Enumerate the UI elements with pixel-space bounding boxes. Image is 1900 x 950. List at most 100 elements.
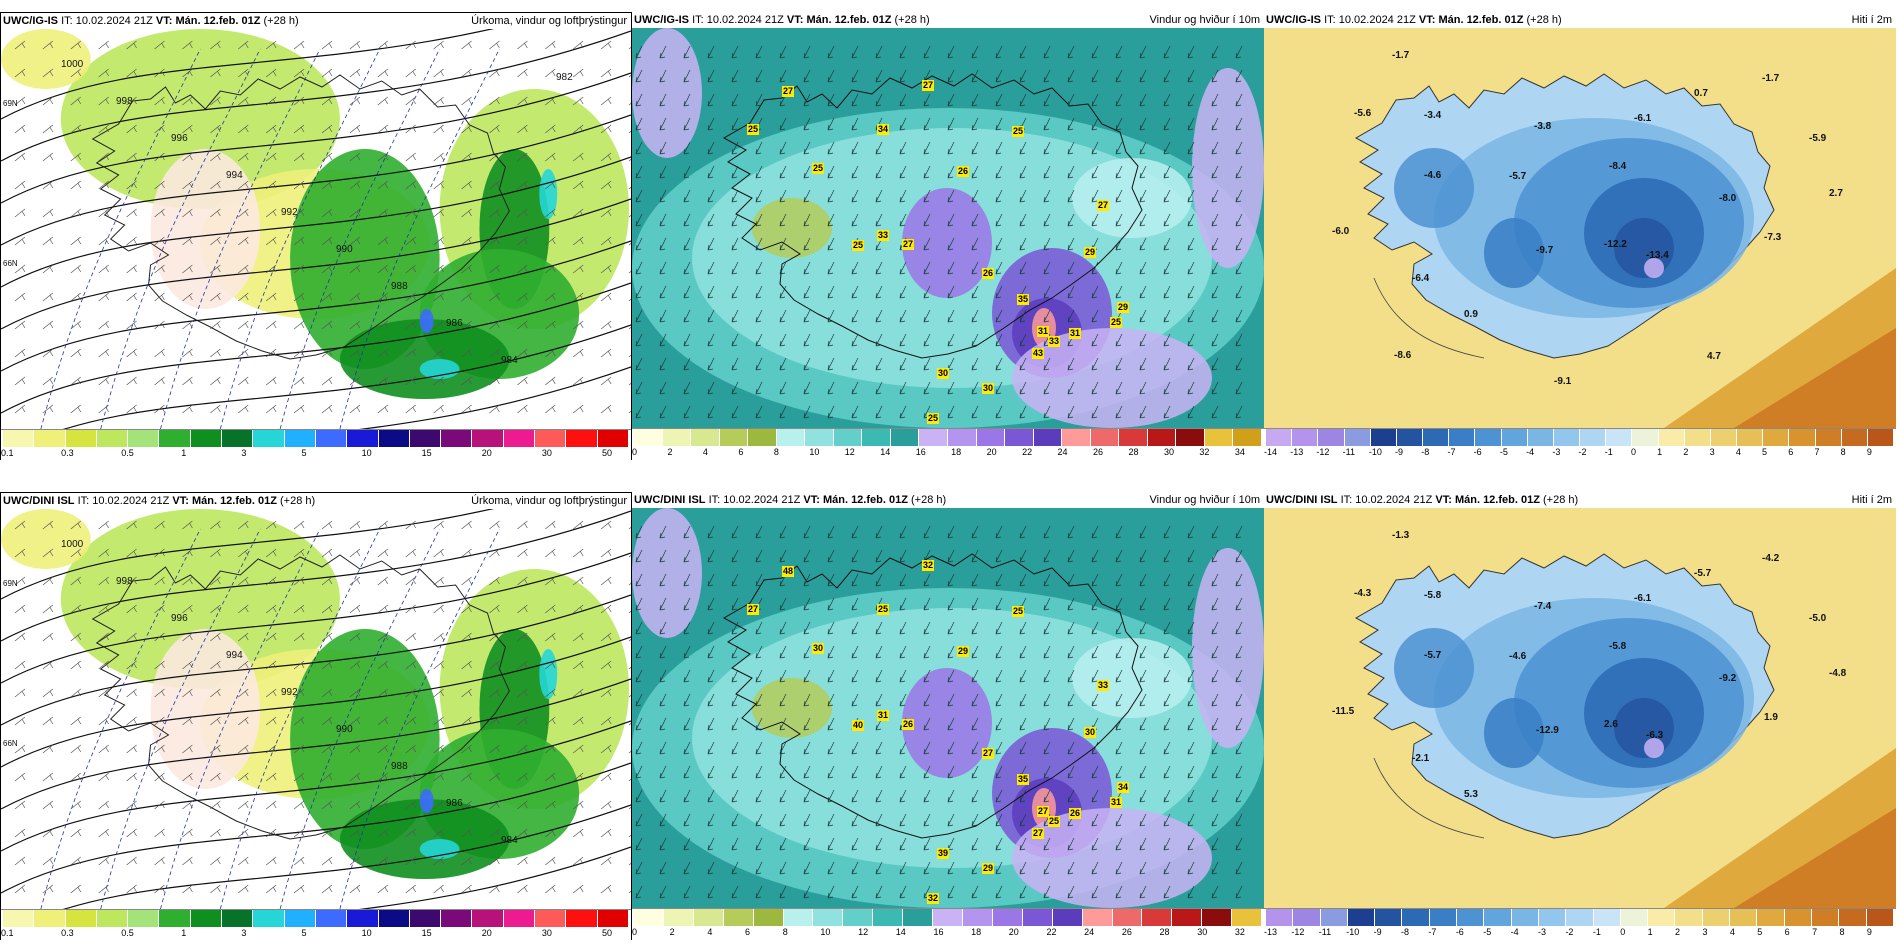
gust-label: 35 bbox=[1017, 774, 1030, 785]
wind-map: 27 25 27 25 34 25 26 26 27 29 27 33 25 35 31 33 43 31 29 25… bbox=[632, 28, 1264, 428]
colorbar-swatch bbox=[1457, 909, 1485, 926]
colorbar-tick-label: 30 bbox=[1197, 927, 1208, 937]
colorbar-tick-label: -7 bbox=[1428, 927, 1437, 937]
temperature-label: -5.8 bbox=[1609, 641, 1627, 652]
colorbar-swatch bbox=[472, 430, 504, 447]
colorbar-swatch bbox=[748, 429, 777, 446]
colorbar-swatch bbox=[1511, 909, 1539, 926]
colorbar-tick-label: 30 bbox=[541, 448, 552, 458]
colorbar-swatch bbox=[378, 910, 410, 927]
temperature-label: -1.3 bbox=[1392, 530, 1410, 541]
colorbar-swatch bbox=[253, 430, 285, 447]
gust-label: 33 bbox=[1097, 680, 1110, 691]
colorbar-swatch bbox=[1675, 909, 1703, 926]
colorbar-swatch bbox=[96, 430, 129, 447]
colorbar-tick-label: -5 bbox=[1499, 447, 1508, 457]
gust-label: 29 bbox=[1117, 302, 1130, 313]
gust-label: 27 bbox=[1037, 806, 1050, 817]
colorbar-swatch bbox=[1082, 909, 1113, 926]
colorbar-swatch bbox=[1757, 909, 1785, 926]
colorbar-swatch bbox=[1347, 909, 1376, 926]
colorbar-swatch bbox=[1553, 429, 1581, 446]
colorbar-swatch bbox=[1632, 429, 1659, 446]
colorbar-tick-label: 32 bbox=[1199, 447, 1210, 457]
gust-label: 27 bbox=[747, 604, 760, 615]
gust-label: 25 bbox=[1012, 606, 1025, 617]
colorbar-tick-label: 5 bbox=[301, 448, 307, 458]
colorbar-tick-label: 5 bbox=[1757, 927, 1763, 937]
colorbar-swatch bbox=[1566, 909, 1594, 926]
gust-label: 33 bbox=[877, 230, 890, 241]
colorbar-tick-label: 6 bbox=[745, 927, 751, 937]
colorbar-swatch bbox=[1606, 429, 1633, 446]
colorbar-tick-label: 12 bbox=[858, 927, 869, 937]
colorbar-swatch bbox=[597, 430, 629, 447]
gust-label: 26 bbox=[902, 719, 915, 730]
gust-label: 25 bbox=[1110, 317, 1123, 328]
colorbar-swatch bbox=[1684, 429, 1711, 446]
gust-label: 27 bbox=[982, 748, 995, 759]
colorbar-tick-label: -8 bbox=[1401, 927, 1410, 937]
colorbar-swatch bbox=[3, 430, 35, 447]
colorbar-swatch bbox=[284, 910, 316, 927]
colorbar-tick-label: -14 bbox=[1264, 447, 1278, 457]
temperature-label: -4.2 bbox=[1762, 553, 1780, 564]
colorbar-tick-label: 9 bbox=[1866, 447, 1872, 457]
colorbar-swatch bbox=[222, 430, 254, 447]
colorbar-tick-label: 10 bbox=[820, 927, 831, 937]
colorbar-tick-label: 9 bbox=[1866, 927, 1872, 937]
gust-label: 27 bbox=[1032, 828, 1045, 839]
colorbar-swatch bbox=[128, 910, 160, 927]
precip-map: 1000 998 996 994 992 990 988 986 984 69N 66N bbox=[1, 509, 631, 909]
colorbar-tick-label: -2 bbox=[1578, 447, 1587, 457]
isobar-label: 998 bbox=[116, 96, 133, 107]
colorbar-tick-label: 18 bbox=[951, 447, 962, 457]
gust-label: 31 bbox=[1037, 326, 1050, 337]
colorbar-tick-label: 50 bbox=[601, 448, 612, 458]
colorbar-tick-label: -13 bbox=[1290, 447, 1304, 457]
colorbar-swatch bbox=[1119, 429, 1148, 446]
temperature-label: -7.4 bbox=[1534, 601, 1552, 612]
precip-map: 1000 998 996 994 992 990 988 986 984 982 69N 66N bbox=[1, 29, 631, 429]
colorbar-swatch bbox=[535, 910, 567, 927]
field-title: Hiti í 2m bbox=[1851, 494, 1892, 506]
colorbar-swatch bbox=[409, 910, 442, 927]
gust-label: 29 bbox=[957, 646, 970, 657]
colorbar-tick-label: 0.1 bbox=[1, 928, 14, 938]
panel-header: UWC/DINI ISL IT: 10.02.2024 21Z VT: Mán.… bbox=[1264, 492, 1896, 508]
panel-header: UWC/IG-IS IT: 10.02.2024 21Z VT: Mán. 12… bbox=[1, 13, 631, 29]
colorbar-tick-label: 26 bbox=[1093, 447, 1104, 457]
gust-label: 26 bbox=[1069, 808, 1082, 819]
colorbar-tick-label: -11 bbox=[1342, 447, 1355, 457]
gust-label: 31 bbox=[877, 710, 890, 721]
colorbar-swatch bbox=[441, 910, 473, 927]
temperature-label: 1.9 bbox=[1764, 712, 1778, 723]
gust-label: 30 bbox=[1084, 727, 1097, 738]
colorbar: 0.1 0.3 0.5 1 3 5 10 15 20 30 50 bbox=[1, 909, 631, 942]
colorbar-tick-label: 5 bbox=[301, 928, 307, 938]
latitude-label: 69N bbox=[3, 99, 18, 108]
colorbar-swatch bbox=[1815, 429, 1842, 446]
temperature-label: -4.6 bbox=[1509, 651, 1527, 662]
isobar-label: 982 bbox=[556, 72, 573, 83]
temperature-label: 5.3 bbox=[1464, 789, 1478, 800]
colorbar-tick-label: 0.5 bbox=[121, 448, 134, 458]
temperature-label: 2.6 bbox=[1604, 719, 1618, 730]
colorbar-swatch bbox=[315, 910, 348, 927]
colorbar-swatch bbox=[634, 909, 664, 926]
colorbar-tick-label: -6 bbox=[1473, 447, 1482, 457]
colorbar-swatch bbox=[890, 429, 920, 446]
colorbar-tick-label: 50 bbox=[601, 928, 612, 938]
isobar-label: 998 bbox=[116, 576, 133, 587]
field-title: Vindur og hviður í 10m bbox=[1149, 494, 1260, 506]
wind-panel-dini: UWC/DINI ISL IT: 10.02.2024 21Z VT: Mán.… bbox=[632, 492, 1264, 941]
latitude-label: 66N bbox=[3, 739, 18, 748]
colorbar-swatch bbox=[159, 910, 191, 927]
colorbar-tick-label: -1 bbox=[1592, 927, 1601, 937]
temperature-label: -13.4 bbox=[1646, 250, 1669, 261]
colorbar-swatch bbox=[128, 430, 160, 447]
colorbar-tick-label: 14 bbox=[880, 447, 891, 457]
colorbar-tick-label: -11 bbox=[1318, 927, 1332, 937]
colorbar-tick-label: 6 bbox=[1784, 927, 1790, 937]
isobar-label: 986 bbox=[446, 318, 463, 329]
